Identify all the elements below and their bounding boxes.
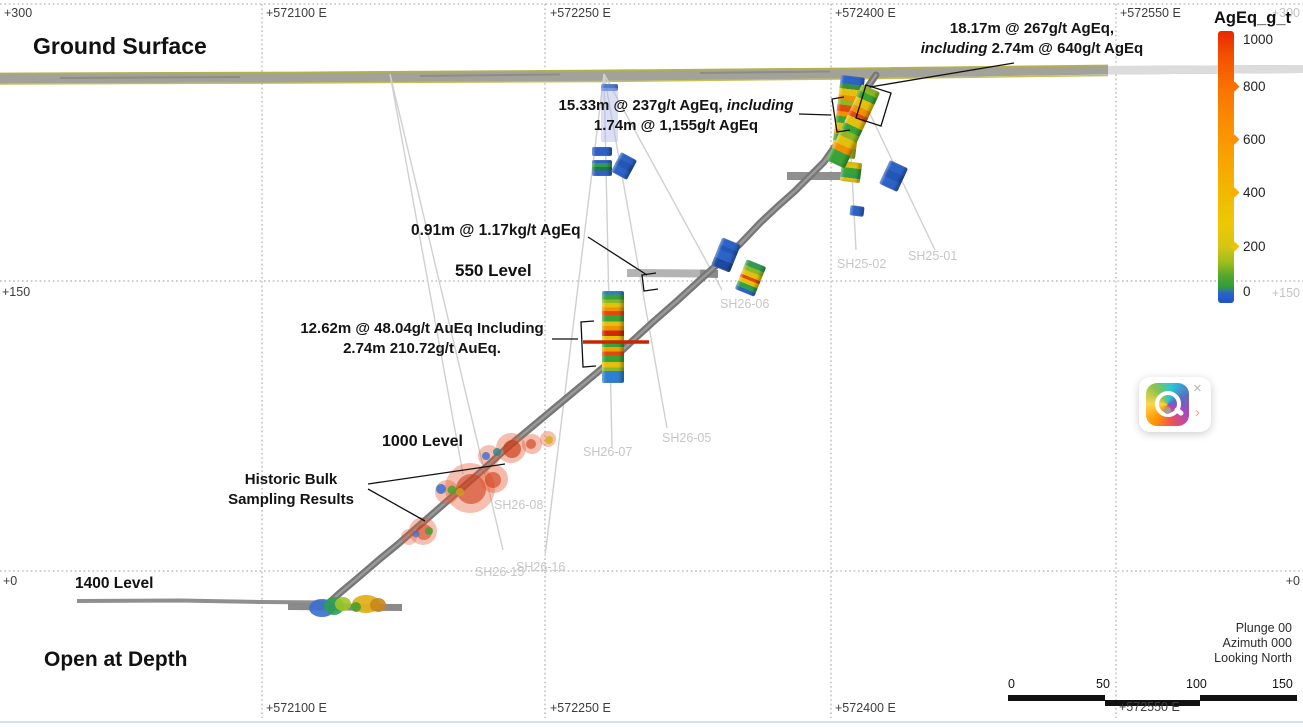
- bracket-intercept-1: [855, 84, 892, 127]
- elev-right-150: +150: [1271, 286, 1300, 300]
- legend-color-bar: [1218, 31, 1234, 303]
- level-550-label: 550 Level: [455, 261, 532, 280]
- intercept-2-line2: 1.74m @ 1,155g/t AgEq: [593, 117, 759, 135]
- open-at-depth-label: Open at Depth: [44, 648, 188, 671]
- legend-tick-400: 400: [1243, 185, 1266, 200]
- grid-top-3: +572400 E: [835, 6, 896, 20]
- leader-historic-upper: [367, 463, 506, 485]
- intercept-annotation-3: 0.91m @ 1.17kg/t AgEq: [411, 222, 581, 239]
- intercept-annotation-4: 12.62m @ 48.04g/t AuEq Including 2.74m 2…: [292, 319, 552, 359]
- grid-bottom-4: +572550 E: [1119, 700, 1180, 714]
- bracket-intercept-2: [831, 96, 851, 133]
- legend-title: AgEq_g_t: [1214, 9, 1292, 27]
- intercept-4-line1: 12.62m @ 48.04g/t AuEq Including: [300, 320, 544, 337]
- intercept-1-line2: including 2.74m @ 640g/t AgEq: [920, 40, 1144, 58]
- scalebar-segment-3: [1200, 695, 1297, 701]
- grid-bottom-2: +572250 E: [550, 701, 611, 715]
- grid-top-1: +572100 E: [266, 6, 327, 20]
- elev-left-300: +300: [4, 6, 33, 20]
- intercept-1-line1: 18.17m @ 267g/t AgEq,: [949, 20, 1115, 37]
- leader-intercept-3: [587, 236, 648, 276]
- leader-historic-lower: [367, 488, 426, 522]
- view-plunge: Plunge 00: [1235, 621, 1292, 635]
- level-1000-label: 1000 Level: [382, 433, 463, 450]
- view-orientation-info: Plunge 00 Azimuth 000 Looking North: [1214, 621, 1292, 666]
- elev-right-0: +0: [1285, 574, 1300, 588]
- scalebar-label-150: 150: [1272, 677, 1293, 691]
- logo-tail: [1173, 406, 1185, 417]
- intercept-annotation-2: 15.33m @ 237g/t AgEq, including 1.74m @ …: [552, 96, 800, 136]
- elev-left-150: +150: [2, 285, 31, 299]
- scalebar-segment-2: [1105, 700, 1200, 706]
- hole-label-sh2607: SH26-07: [583, 445, 633, 459]
- drillhole-collar-casing: [601, 84, 618, 91]
- view-looking: Looking North: [1214, 651, 1292, 665]
- level-1400-samples: [309, 595, 386, 617]
- legend-tick-200: 200: [1243, 239, 1266, 254]
- grid-lines: [0, 3, 1303, 718]
- drillhole-sh2607-intervals: [602, 291, 624, 383]
- hole-label-sh2606: SH26-06: [720, 297, 770, 311]
- chevron-right-icon[interactable]: ›: [1195, 404, 1200, 421]
- logo-dot: [1164, 407, 1171, 414]
- drillhole-interval-teal: [592, 160, 612, 176]
- scalebar-label-50: 50: [1096, 677, 1110, 691]
- legend-tick-800: 800: [1243, 79, 1266, 94]
- level-1400-label: 1400 Level: [75, 575, 154, 592]
- bulk-sample-blobs: [401, 431, 556, 545]
- drillhole-upper-shadow: [601, 88, 618, 142]
- hole-label-sh2605: SH26-05: [662, 431, 712, 445]
- grid-top-4: +572550 E: [1120, 6, 1181, 20]
- historic-bulk-label: Historic Bulk Sampling Results: [228, 471, 354, 509]
- hole-label-sh2501: SH25-01: [908, 249, 958, 263]
- drillhole-interval-blue-1: [592, 147, 612, 156]
- close-icon[interactable]: ×: [1193, 380, 1202, 397]
- legend-tick-1000: 1000: [1243, 32, 1274, 47]
- view-azimuth: Azimuth 000: [1222, 636, 1292, 650]
- bracket-intercept-4: [580, 320, 597, 368]
- leader-intercept-2: [798, 113, 832, 116]
- legend-tick-0: 0: [1243, 284, 1251, 299]
- scalebar-label-0: 0: [1008, 677, 1015, 691]
- leader-intercept-1: [869, 62, 1015, 88]
- floating-app-widget[interactable]: × ›: [1139, 377, 1211, 432]
- grid-bottom-3: +572400 E: [835, 701, 896, 715]
- grid-bottom-1: +572100 E: [266, 701, 327, 715]
- elev-right-300: +300: [1271, 6, 1300, 20]
- hole-label-sh2502: SH25-02: [837, 257, 887, 271]
- ground-surface-label: Ground Surface: [33, 33, 207, 59]
- intercept-4-line2: 2.74m 210.72g/t AuEq.: [343, 340, 501, 358]
- bracket-intercept-3: [641, 272, 659, 292]
- hole-label-sh2608: SH26-08: [494, 498, 544, 512]
- legend-tick-600: 600: [1243, 132, 1266, 147]
- scalebar-segment-1: [1008, 695, 1105, 701]
- hole-label-sh2616: SH26-16: [516, 560, 566, 574]
- hole-label-sh2615: SH26-15: [475, 565, 525, 579]
- rainbow-logo-icon[interactable]: [1146, 383, 1189, 426]
- intercept-2-line1: 15.33m @ 237g/t AgEq, including: [558, 97, 794, 114]
- grid-top-2: +572250 E: [550, 6, 611, 20]
- intercept-annotation-1: 18.17m @ 267g/t AgEq, including 2.74m @ …: [898, 19, 1166, 59]
- scalebar-label-100: 100: [1186, 677, 1207, 691]
- viewport-bottom-edge: [0, 721, 1303, 723]
- elev-left-0: +0: [3, 574, 18, 588]
- logo-ring: [1155, 391, 1181, 417]
